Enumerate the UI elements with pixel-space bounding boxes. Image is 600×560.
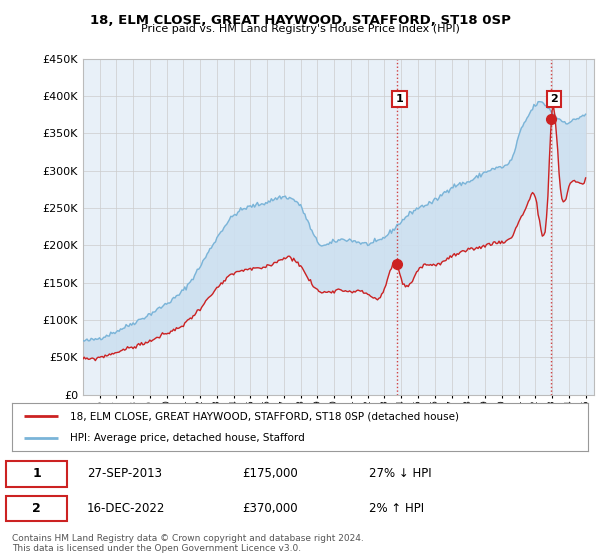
Text: 1: 1 xyxy=(396,94,403,104)
Text: 1: 1 xyxy=(32,467,41,480)
Text: 27% ↓ HPI: 27% ↓ HPI xyxy=(369,467,432,480)
Text: Contains HM Land Registry data © Crown copyright and database right 2024.
This d: Contains HM Land Registry data © Crown c… xyxy=(12,534,364,553)
Text: 16-DEC-2022: 16-DEC-2022 xyxy=(87,502,165,515)
Text: 2% ↑ HPI: 2% ↑ HPI xyxy=(369,502,424,515)
Text: 27-SEP-2013: 27-SEP-2013 xyxy=(87,467,162,480)
Text: £370,000: £370,000 xyxy=(242,502,298,515)
Text: 2: 2 xyxy=(32,502,41,515)
Text: Price paid vs. HM Land Registry's House Price Index (HPI): Price paid vs. HM Land Registry's House … xyxy=(140,24,460,34)
Text: 18, ELM CLOSE, GREAT HAYWOOD, STAFFORD, ST18 0SP (detached house): 18, ELM CLOSE, GREAT HAYWOOD, STAFFORD, … xyxy=(70,411,458,421)
FancyBboxPatch shape xyxy=(6,496,67,521)
Text: £175,000: £175,000 xyxy=(242,467,298,480)
Text: 18, ELM CLOSE, GREAT HAYWOOD, STAFFORD, ST18 0SP: 18, ELM CLOSE, GREAT HAYWOOD, STAFFORD, … xyxy=(89,14,511,27)
Text: 2: 2 xyxy=(550,94,558,104)
FancyBboxPatch shape xyxy=(6,461,67,487)
Text: HPI: Average price, detached house, Stafford: HPI: Average price, detached house, Staf… xyxy=(70,433,304,443)
